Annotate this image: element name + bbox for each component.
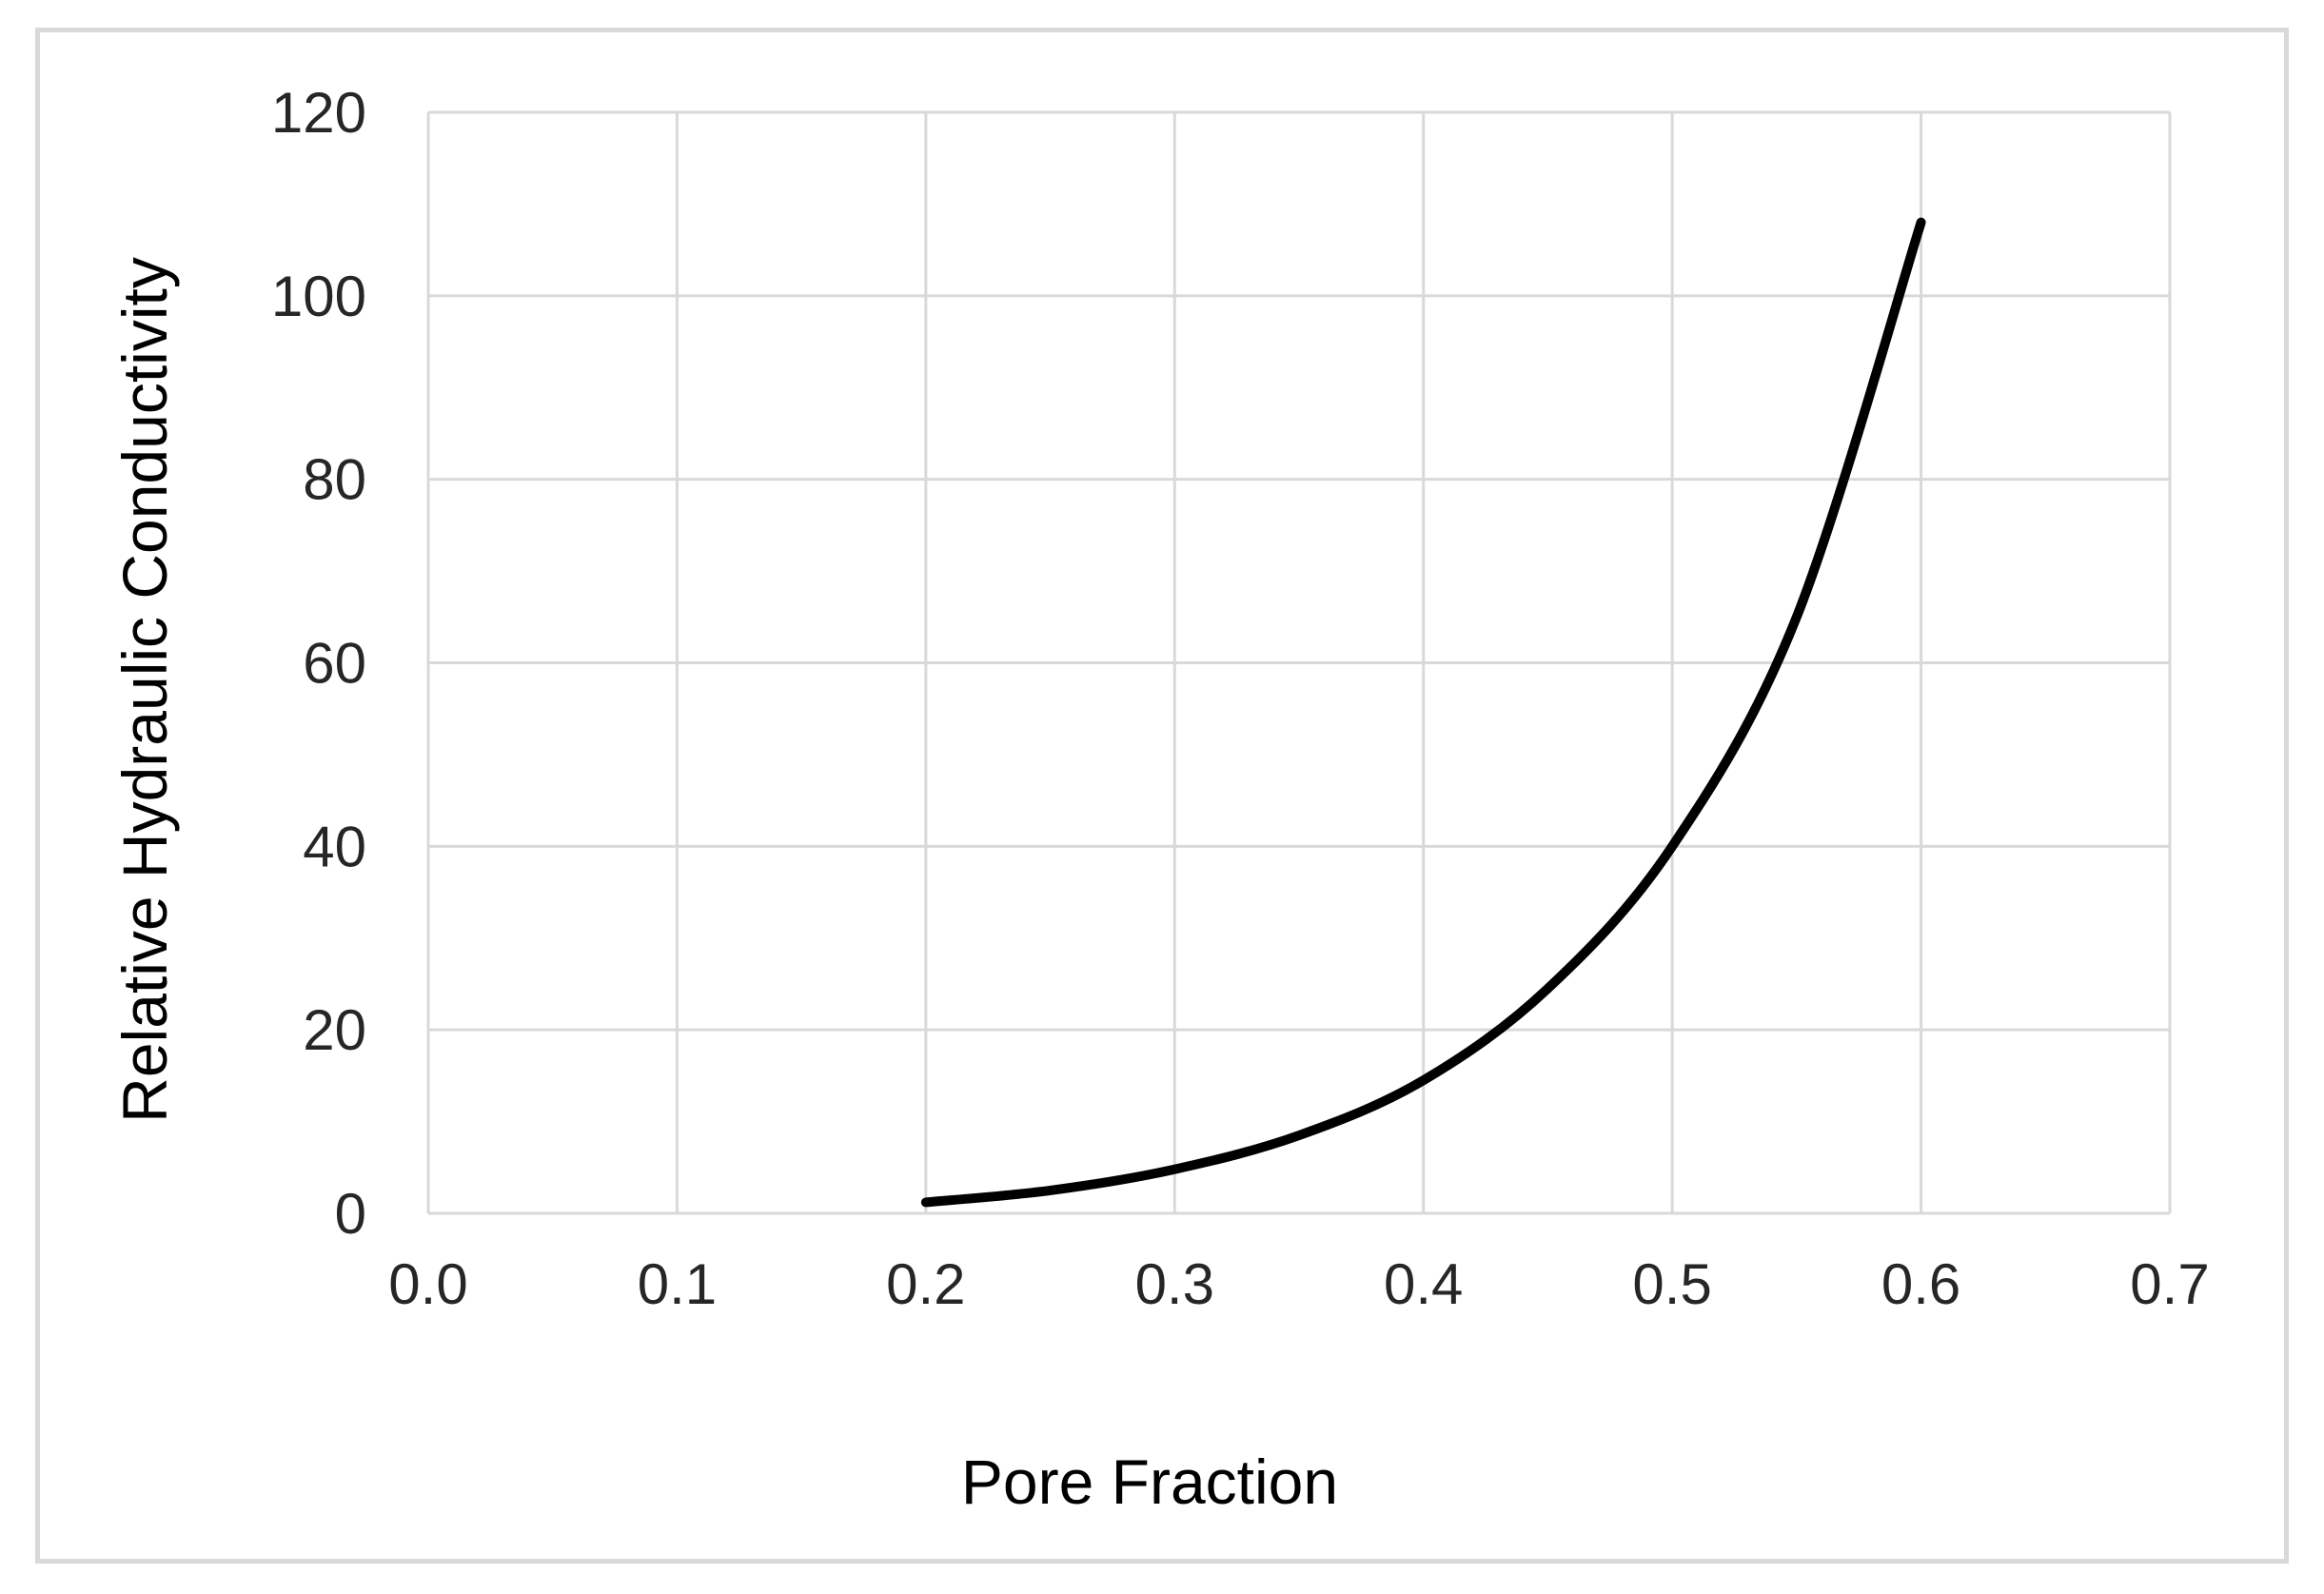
y-tick-label: 80 <box>303 448 366 512</box>
x-tick-label: 0.3 <box>1135 1252 1214 1316</box>
x-tick-label: 0.6 <box>1881 1252 1960 1316</box>
x-tick-label: 0.7 <box>2130 1252 2209 1316</box>
y-tick-label: 120 <box>271 81 366 145</box>
y-tick-label: 20 <box>303 998 366 1062</box>
series-layer <box>920 217 1926 1208</box>
x-tick-label: 0.1 <box>638 1252 717 1316</box>
y-tick-labels: 0 20 40 60 80 100 120 <box>271 81 366 1246</box>
y-tick-label: 100 <box>271 265 366 328</box>
y-tick-label: 60 <box>303 632 366 696</box>
y-axis-title: Relative Hydraulic Conductivity <box>109 257 180 1123</box>
y-tick-label: 0 <box>335 1182 366 1246</box>
x-axis-title: Pore Fraction <box>961 1446 1338 1517</box>
series-line <box>920 217 1926 1208</box>
x-tick-label: 0.5 <box>1632 1252 1711 1316</box>
x-tick-label: 0.4 <box>1384 1252 1463 1316</box>
x-tick-label: 0.0 <box>388 1252 467 1316</box>
gridlines <box>426 110 2172 1215</box>
y-tick-label: 40 <box>303 815 366 878</box>
x-tick-labels: 0.0 0.1 0.2 0.3 0.4 0.5 0.6 0.7 <box>388 1252 2209 1316</box>
x-tick-label: 0.2 <box>886 1252 965 1316</box>
chart-frame <box>35 28 2289 1564</box>
